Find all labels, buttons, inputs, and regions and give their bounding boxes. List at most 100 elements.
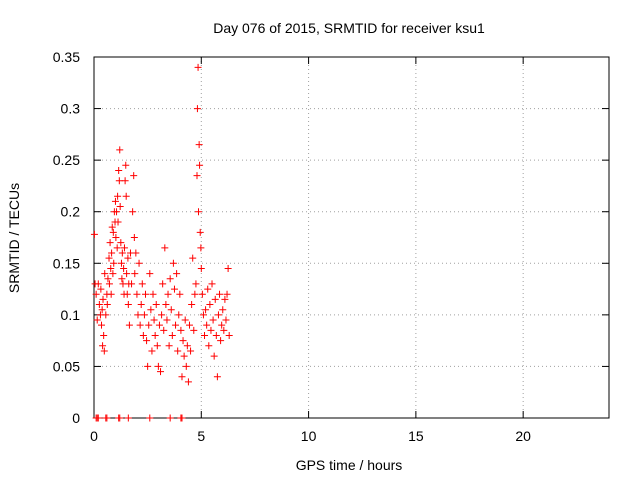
grid-lines [94, 57, 609, 418]
data-point [182, 362, 190, 370]
data-point [103, 301, 111, 309]
data-point [190, 326, 198, 334]
data-point [205, 342, 213, 350]
data-point [169, 259, 177, 267]
data-point [193, 105, 201, 113]
data-point [140, 311, 148, 319]
data-point [135, 259, 143, 267]
data-point [133, 290, 141, 298]
data-point [162, 301, 170, 309]
data-point [150, 316, 158, 324]
data-point [223, 290, 231, 298]
data-point [122, 192, 130, 200]
data-point [122, 161, 130, 169]
data-point [148, 347, 156, 355]
data-point [224, 264, 232, 272]
data-point [118, 275, 126, 283]
data-point [125, 321, 133, 329]
data-point [212, 331, 220, 339]
data-point [107, 264, 115, 272]
data-point [197, 264, 205, 272]
y-tick-label: 0.35 [53, 49, 80, 65]
data-point [117, 239, 125, 247]
y-tick-labels: 0 0.05 0.1 0.15 0.2 0.25 0.3 0.35 [53, 49, 80, 426]
data-point [203, 321, 211, 329]
data-point [159, 280, 167, 288]
data-point [121, 177, 129, 185]
data-point [185, 321, 193, 329]
data-point [92, 290, 100, 298]
data-point [118, 249, 126, 257]
data-point [210, 352, 218, 360]
data-point [115, 166, 123, 174]
data-point [145, 321, 153, 329]
data-point [104, 275, 112, 283]
data-point [195, 141, 203, 149]
data-point [193, 172, 201, 180]
data-point [116, 203, 124, 211]
data-point [107, 290, 115, 298]
data-point [114, 192, 122, 200]
data-point [137, 301, 145, 309]
data-point [99, 342, 107, 350]
data-point [160, 326, 168, 334]
y-tick-label: 0.3 [61, 101, 81, 117]
data-point [129, 208, 137, 216]
y-tick-label: 0.25 [53, 152, 80, 168]
data-point [113, 244, 121, 252]
x-tick-label: 15 [408, 428, 424, 444]
data-points [90, 63, 233, 422]
y-tick-label: 0.15 [53, 255, 80, 271]
data-point [188, 301, 196, 309]
data-point [152, 301, 160, 309]
data-point [105, 280, 113, 288]
data-point [192, 280, 200, 288]
data-point [176, 290, 184, 298]
data-point [123, 290, 131, 298]
data-point [202, 306, 210, 314]
data-point [161, 244, 169, 252]
x-tick-labels: 0 5 10 15 20 [90, 428, 531, 444]
data-point [191, 290, 199, 298]
data-point [174, 347, 182, 355]
y-tick-label: 0 [72, 410, 80, 426]
data-point [225, 331, 233, 339]
data-point [139, 331, 147, 339]
data-point [196, 161, 204, 169]
data-point [143, 337, 151, 345]
data-point [166, 414, 174, 422]
x-tick-label: 0 [90, 428, 98, 444]
data-point [108, 249, 116, 257]
data-point [120, 244, 128, 252]
data-point [99, 295, 107, 303]
data-point [164, 290, 172, 298]
data-point [194, 63, 202, 71]
data-point [196, 228, 204, 236]
data-point [98, 321, 106, 329]
data-point [213, 373, 221, 381]
x-tick-label: 5 [197, 428, 205, 444]
data-point [124, 301, 132, 309]
data-point [130, 172, 138, 180]
data-point [106, 239, 114, 247]
data-point [134, 311, 142, 319]
data-point [204, 285, 212, 293]
data-point [144, 362, 152, 370]
data-point [198, 290, 206, 298]
data-point [154, 362, 162, 370]
data-point [138, 280, 146, 288]
data-point [130, 234, 138, 241]
data-point [114, 218, 122, 226]
data-point [151, 331, 159, 339]
chart-title: Day 076 of 2015, SRMTID for receiver ksu… [213, 20, 485, 36]
data-point [100, 331, 108, 339]
data-point [100, 347, 108, 355]
data-point [95, 301, 103, 309]
data-point [208, 280, 216, 288]
data-point [165, 342, 173, 350]
data-point [153, 342, 161, 350]
data-point [184, 378, 192, 386]
data-point [220, 326, 228, 334]
data-point [207, 326, 215, 334]
